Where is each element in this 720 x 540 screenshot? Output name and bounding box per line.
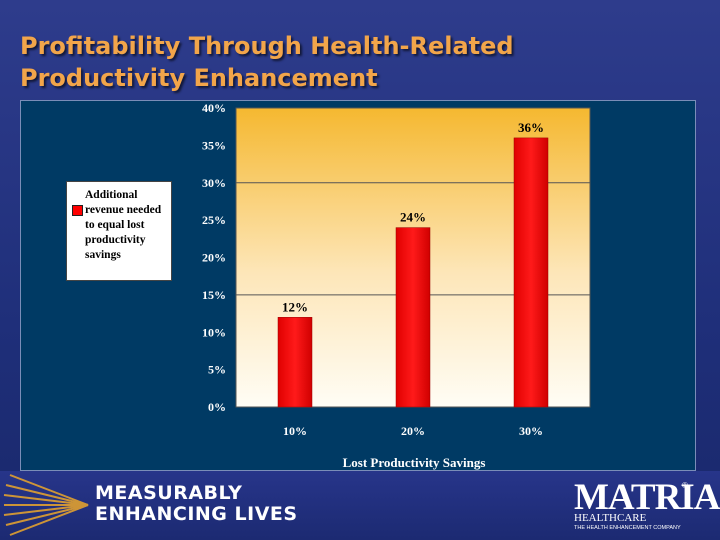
bar-30% — [513, 137, 549, 408]
logo-name: MATRIA — [574, 477, 720, 518]
logo-registered-mark: ® — [682, 481, 688, 490]
company-logo: MATRIA ® HEALTHCARE THE HEALTH ENHANCEME… — [574, 478, 720, 536]
sunburst-graphic — [3, 474, 89, 536]
tagline: MEASURABLY ENHANCING LIVES — [95, 483, 298, 525]
bar-value-label: 36% — [518, 120, 544, 135]
logo-subtitle: HEALTHCARE — [574, 512, 647, 524]
bar-value-label: 24% — [400, 210, 426, 225]
bar-20% — [395, 227, 431, 408]
y-tick-label: 15% — [202, 288, 226, 302]
chart-legend: Additional revenue needed to equal lost … — [66, 181, 172, 281]
x-axis-title: Lost Productivity Savings — [343, 455, 486, 470]
logo-tagline: THE HEALTH ENHANCEMENT COMPANY — [574, 525, 681, 531]
tagline-line1: MEASURABLY — [95, 482, 243, 504]
y-tick-label: 40% — [202, 101, 226, 115]
legend-swatch — [72, 205, 83, 216]
bar-chart: 12% 24% 36% 0% 5% 10% 15% 20% 25% 30% 35% 40% 10% 2… — [202, 101, 591, 470]
y-tick-label: 0% — [208, 400, 226, 414]
chart-panel: 12% 24% 36% 0% 5% 10% 15% 20% 25% 30% 35% 40% 10% 2… — [20, 100, 696, 471]
x-tick-label: 20% — [401, 424, 425, 438]
x-tick-label: 10% — [283, 424, 307, 438]
y-tick-label: 30% — [202, 176, 226, 190]
slide-title-line2: Productivity Enhancement — [20, 64, 378, 92]
y-tick-label: 35% — [202, 138, 226, 152]
y-tick-label: 5% — [208, 363, 226, 377]
y-tick-label: 20% — [202, 251, 226, 265]
legend-label: Additional revenue needed to equal lost … — [85, 189, 162, 261]
slide-title-line1: Profitability Through Health-Related — [20, 32, 514, 60]
x-tick-label: 30% — [519, 424, 543, 438]
y-tick-label: 25% — [202, 213, 226, 227]
tagline-line2: ENHANCING LIVES — [95, 503, 298, 525]
footer-band — [0, 471, 720, 540]
slide-title: Profitability Through Health-Related Pro… — [20, 30, 514, 94]
bar-value-label: 12% — [282, 299, 308, 314]
y-tick-label: 10% — [202, 325, 226, 339]
bar-10% — [277, 317, 313, 408]
